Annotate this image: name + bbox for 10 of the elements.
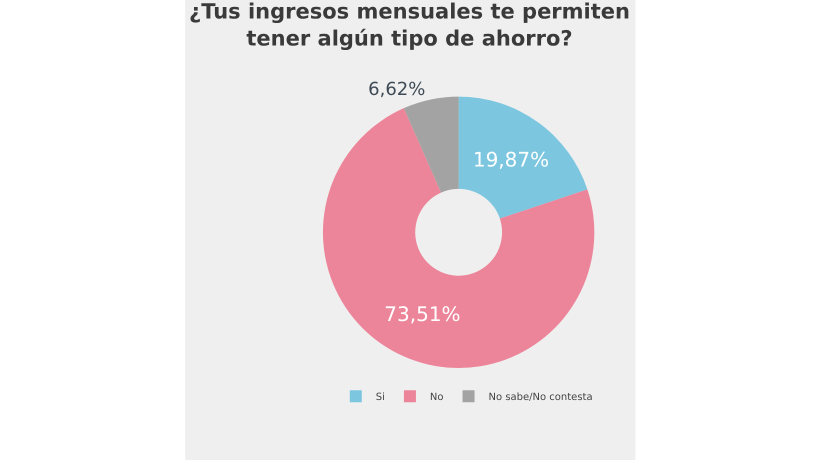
data-label: 19,87% — [472, 148, 550, 172]
legend-label: No — [430, 392, 444, 404]
donut-slice — [404, 96, 459, 193]
donut-slice — [458, 96, 588, 219]
legend-label: Si — [376, 392, 385, 404]
data-label: 6,62% — [368, 78, 426, 100]
legend-label: No sabe/No contesta — [488, 392, 593, 404]
data-label: 73,51% — [384, 302, 461, 326]
donut-slice — [322, 108, 594, 368]
chart-title: ¿Tus ingresos mensuales te permiten tener algún tipo de ahorro? — [189, 0, 630, 51]
